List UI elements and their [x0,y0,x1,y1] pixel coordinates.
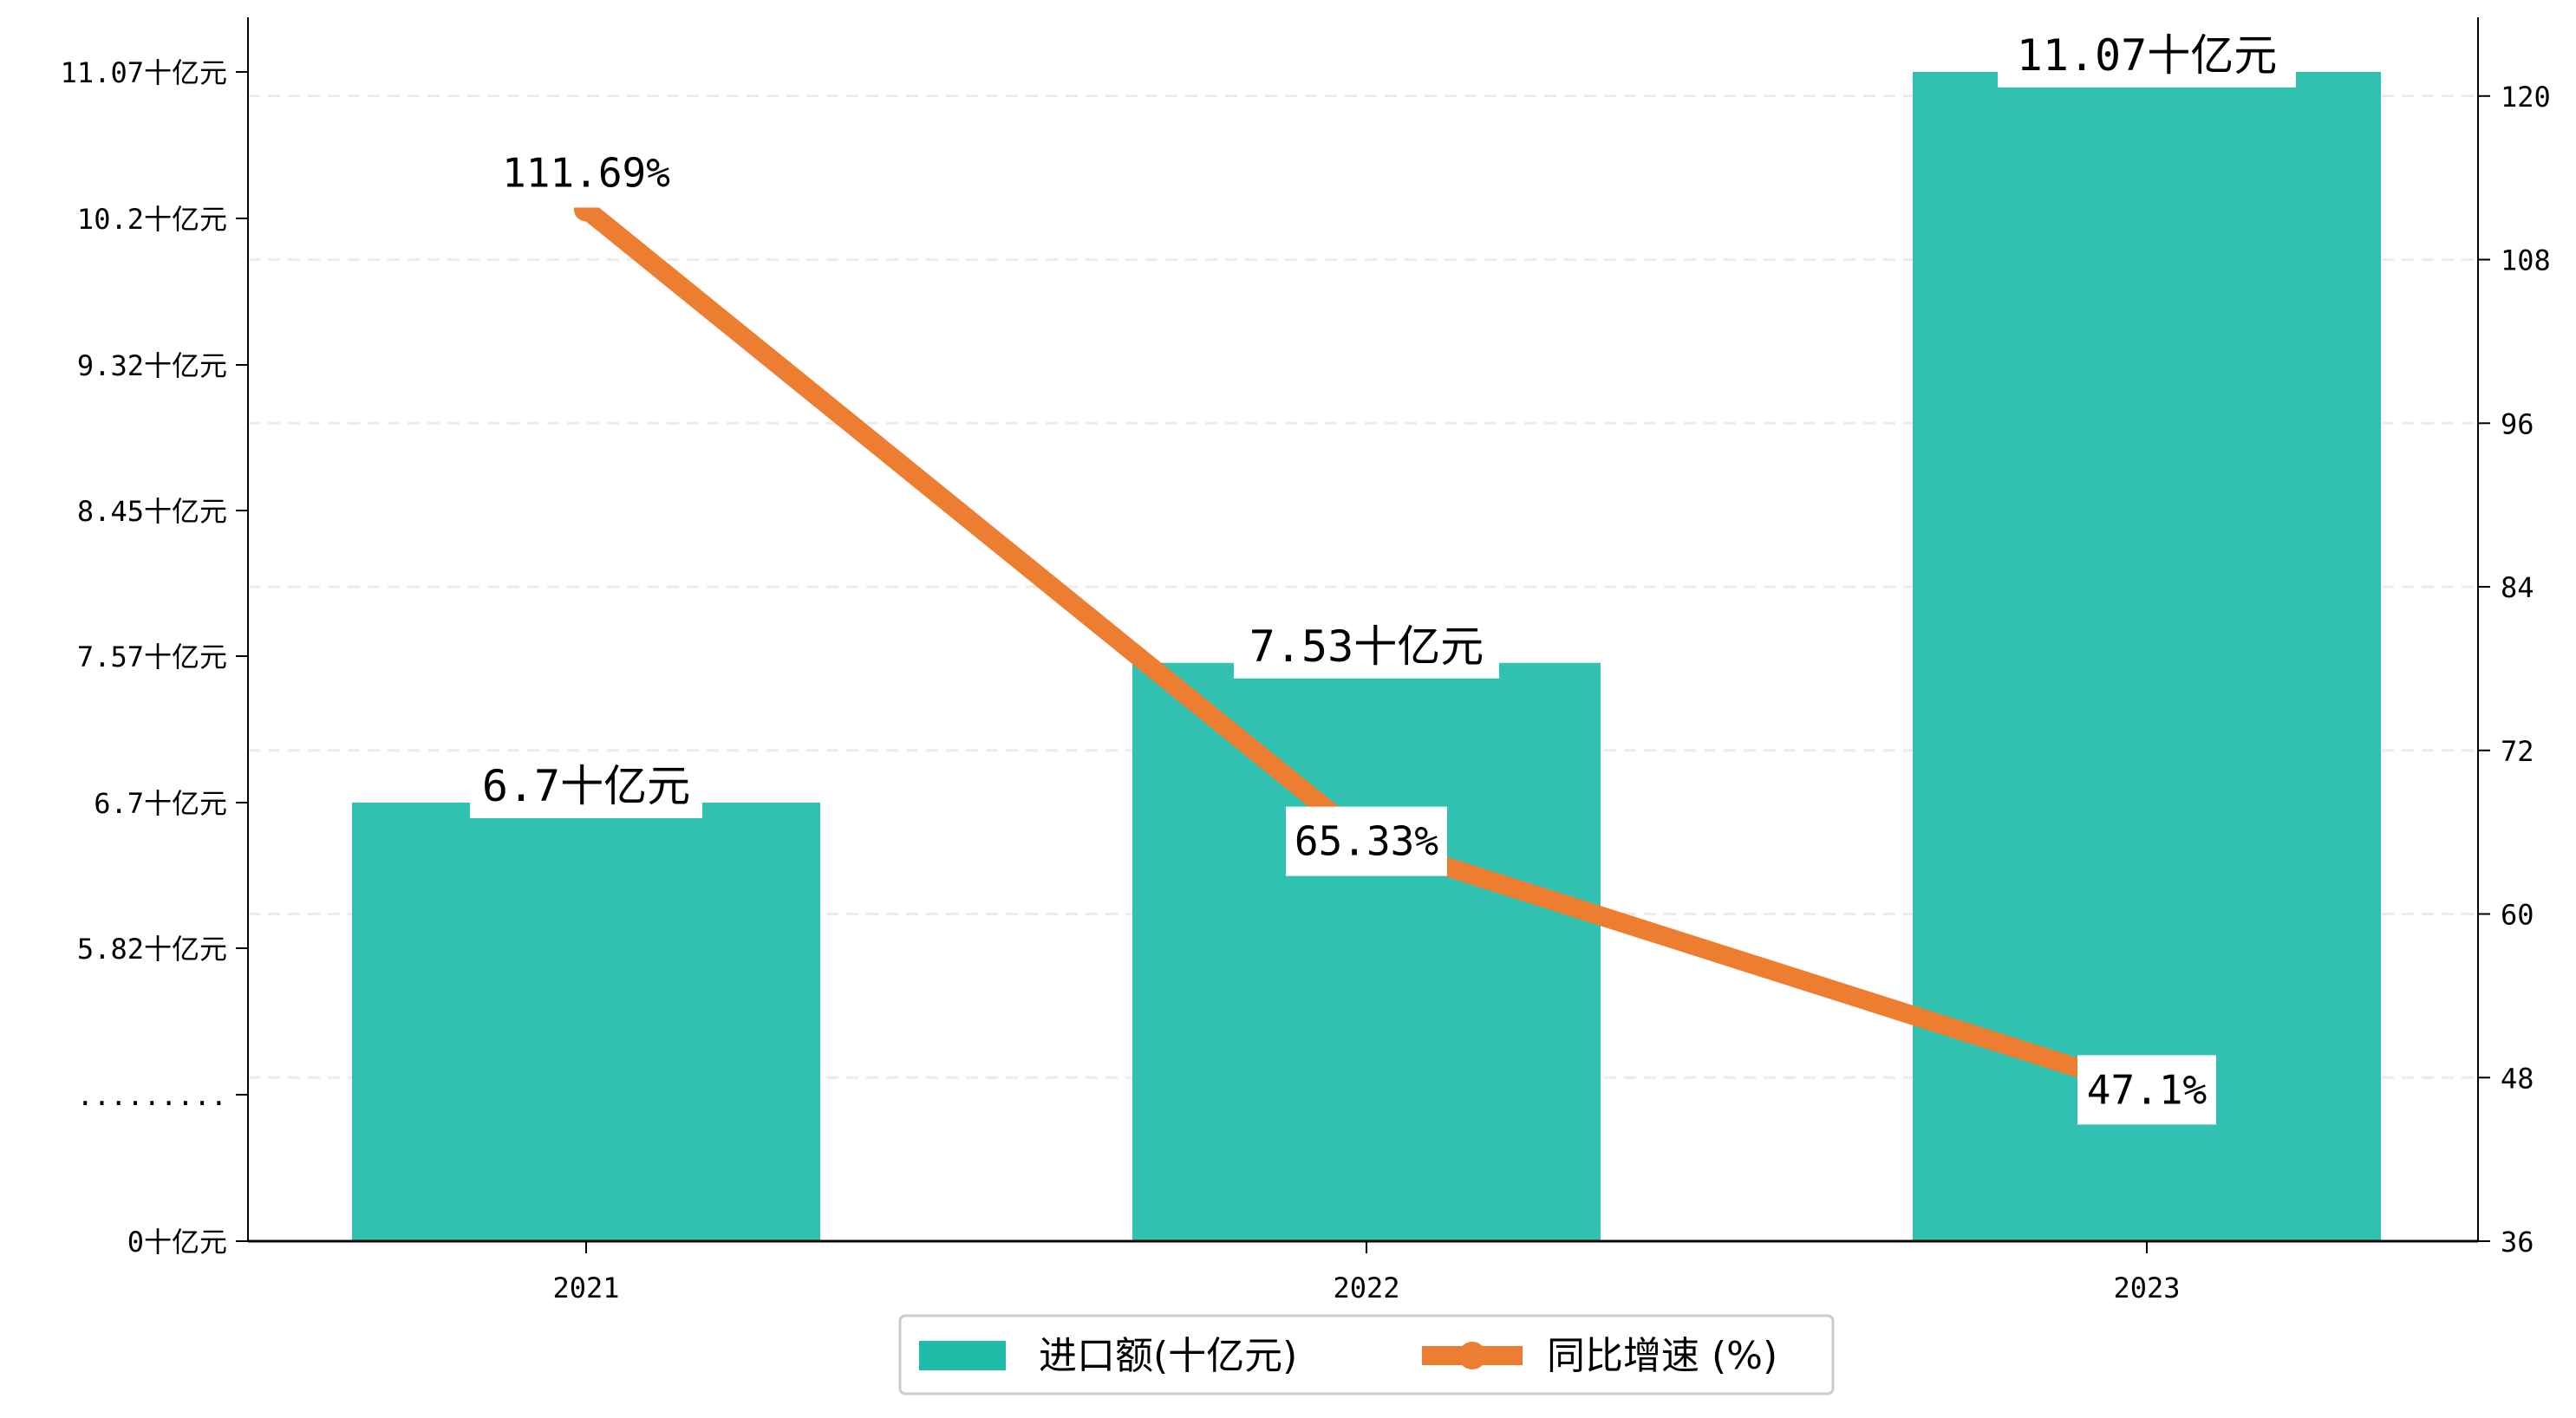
bar-label-box [1234,612,1499,679]
y-left-tick-label: 5.82十亿元 [77,933,227,966]
y-right-tick-label: 36 [2501,1226,2534,1259]
bar-value-label: 7.53十亿元 [1249,621,1484,672]
y-right-tick-label: 84 [2501,571,2534,604]
line-label-box [2077,1055,2216,1125]
y-right-tick-label: 108 [2501,244,2551,277]
bar-value-label: 11.07十亿元 [2017,30,2278,81]
bar-value-label: 6.7十亿元 [482,761,690,811]
x-tick-label: 2022 [1333,1272,1399,1304]
line-value-label: 65.33% [1295,818,1438,865]
y-left-tick-label: 7.57十亿元 [77,641,227,673]
y-left-tick-label: 10.2十亿元 [77,203,227,236]
x-tick-label: 2023 [2113,1272,2180,1304]
legend-line-label: 同比增速 (%) [1547,1334,1777,1378]
line-label-box [1286,806,1447,876]
bar-label-box [470,752,702,818]
line-value-label: 111.69% [502,149,670,196]
bar-label-box [1998,22,2296,88]
y-right-tick-label: 96 [2501,407,2534,440]
y-left-tick-label: ......... [77,1079,227,1112]
bar [352,803,820,1241]
y-left-tick-label: 9.32十亿元 [77,349,227,382]
line-value-label: 47.1% [2087,1066,2207,1113]
legend-bar-swatch [919,1341,1006,1370]
bar [1132,662,1601,1241]
legend-bar-label: 进口额(十亿元) [1039,1334,1297,1378]
y-right-tick-label: 48 [2501,1062,2534,1095]
legend-box [898,1314,1835,1395]
y-right-tick-label: 60 [2501,899,2534,932]
y-left-tick-label: 6.7十亿元 [94,787,227,820]
y-right-tick-label: 120 [2501,81,2551,114]
y-right-tick-label: 72 [2501,735,2534,768]
y-left-tick-label: 11.07十亿元 [61,56,227,89]
y-left-tick-label: 8.45十亿元 [77,495,227,528]
x-tick-label: 2021 [552,1272,619,1304]
line-label-box [494,138,678,208]
y-left-tick-label: 0十亿元 [127,1226,227,1259]
legend-line-marker [1458,1342,1486,1369]
